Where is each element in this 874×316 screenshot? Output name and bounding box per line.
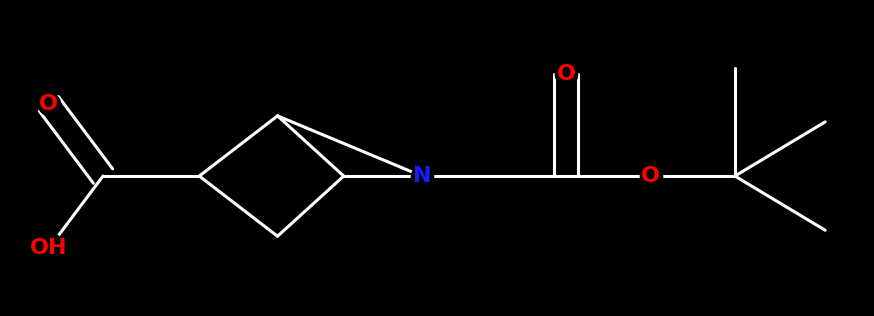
Text: O: O [642, 166, 660, 186]
Text: OH: OH [30, 238, 67, 258]
Text: O: O [557, 64, 576, 84]
Text: N: N [413, 166, 431, 186]
Text: O: O [39, 94, 59, 114]
